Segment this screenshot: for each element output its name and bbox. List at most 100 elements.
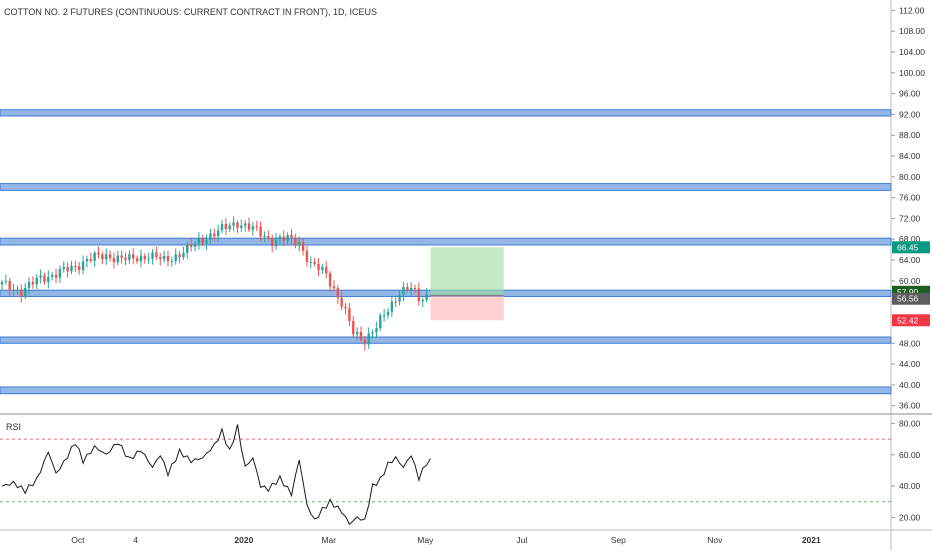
rsi-line-group (1, 424, 431, 526)
candle-body (344, 306, 347, 309)
time-tick-label: May (417, 535, 434, 545)
time-tick-label: Sep (611, 535, 626, 545)
price-label-text: 57.90 (897, 287, 919, 297)
candle-body (425, 294, 428, 300)
candle-body (78, 266, 81, 271)
price-label-box (892, 314, 930, 327)
position-target-zone[interactable] (430, 247, 504, 296)
candle-body (170, 261, 174, 263)
candle-body (27, 281, 31, 289)
candle-body (336, 288, 340, 298)
candle-body (201, 238, 204, 244)
sr-zone[interactable] (0, 183, 892, 191)
time-tick-label: 2021 (802, 535, 821, 545)
candle-body (394, 301, 397, 303)
candle-body (178, 254, 181, 258)
candle-body (16, 289, 19, 291)
candle-body (282, 236, 285, 241)
candle-body (278, 236, 282, 240)
candle-body (232, 222, 235, 226)
rsi-levels (0, 438, 891, 503)
sr-zone[interactable] (0, 386, 892, 395)
candle-body (355, 331, 359, 335)
time-tick-label: 4 (133, 535, 138, 545)
candle-body (4, 280, 8, 282)
candle-body (89, 258, 92, 261)
candle-body (340, 297, 343, 307)
price-label-box (892, 241, 930, 254)
candles (0, 216, 428, 351)
candle-body (8, 280, 11, 291)
candle-body (409, 288, 413, 291)
candle-body (255, 226, 258, 228)
price-tick-label: 80.00 (899, 172, 921, 182)
candle-body (301, 242, 305, 251)
time-tick-label: Mar (321, 535, 336, 545)
candle-body (386, 311, 390, 316)
price-label-text: 66.45 (897, 242, 919, 252)
candle-body (309, 261, 312, 263)
sr-zone[interactable] (0, 336, 892, 344)
candle-body (348, 308, 351, 322)
candle-body (47, 276, 50, 283)
sr-zone[interactable] (0, 109, 892, 117)
rsi-axis: 20.00 40.00 60.00 80.00 (891, 418, 921, 522)
candle-body (162, 255, 166, 260)
sr-zone[interactable] (0, 237, 892, 246)
rsi-tick-label: 20.00 (899, 512, 921, 522)
candle-body (417, 288, 421, 302)
candle-body (186, 244, 189, 253)
candle-body (93, 252, 96, 261)
price-label-text: 56.56 (897, 294, 919, 304)
candle-body (108, 254, 112, 259)
candle-body (105, 254, 108, 260)
candle-body (23, 288, 27, 297)
price-tick-label: 68.00 (899, 234, 921, 244)
candle-body (259, 226, 262, 237)
candle-body (143, 255, 147, 260)
candle-body (97, 252, 100, 255)
candle-body (228, 225, 231, 230)
candle-body (251, 226, 255, 230)
candle-body (332, 286, 336, 289)
candle-body (151, 252, 154, 259)
candle-body (116, 255, 119, 263)
candle-body (209, 233, 212, 240)
time-tick-label: Nov (707, 535, 723, 545)
long-position-tool[interactable] (430, 247, 504, 321)
rsi-tick-label: 40.00 (899, 481, 921, 491)
position-stop-zone[interactable] (430, 295, 504, 321)
candle-body (298, 242, 301, 246)
rsi-label: RSI (6, 422, 21, 432)
candle-body (363, 339, 367, 345)
candle-body (135, 258, 139, 262)
price-tick-label: 40.00 (899, 380, 921, 390)
rsi-tick-label: 80.00 (899, 418, 921, 428)
price-tick-label: 92.00 (899, 109, 921, 119)
candle-body (85, 258, 89, 262)
candle-body (379, 315, 382, 329)
candle-body (74, 266, 77, 268)
price-tick-label: 36.00 (899, 401, 921, 411)
candle-body (224, 224, 228, 230)
candle-body (43, 275, 46, 283)
price-label-box (892, 292, 930, 305)
candle-body (328, 273, 332, 287)
candle-body (197, 238, 201, 244)
candle-body (220, 224, 224, 231)
candle-body (120, 255, 123, 258)
candle-body (406, 287, 409, 291)
price-tick-label: 108.00 (899, 26, 925, 36)
price-tick-label: 104.00 (899, 47, 925, 57)
price-tick-label: 72.00 (899, 213, 921, 223)
candle-body (31, 281, 35, 285)
price-axis: 36.0040.0044.0048.0052.0056.0060.0064.00… (891, 5, 925, 411)
candle-body (382, 315, 386, 317)
candle-body (213, 233, 216, 237)
price-tick-label: 96.00 (899, 89, 921, 99)
price-tick-label: 84.00 (899, 151, 921, 161)
price-label-text: 52.42 (897, 315, 919, 325)
candle-body (189, 244, 193, 247)
candle-body (39, 275, 42, 278)
